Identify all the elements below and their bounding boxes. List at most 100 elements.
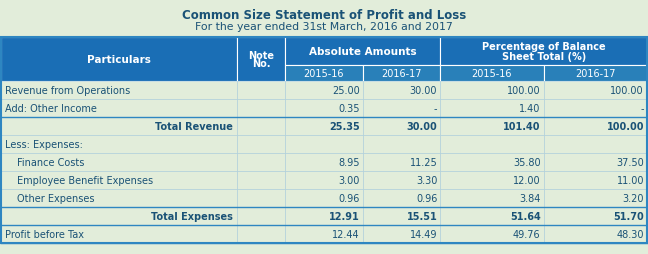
Bar	[1, 135, 237, 153]
Bar	[544, 153, 647, 171]
Text: Absolute Amounts: Absolute Amounts	[309, 47, 417, 57]
Text: For the year ended 31st March, 2016 and 2017: For the year ended 31st March, 2016 and …	[195, 22, 453, 32]
Bar	[544, 100, 647, 118]
Text: Revenue from Operations: Revenue from Operations	[5, 86, 130, 96]
Text: 3.30: 3.30	[416, 175, 437, 185]
Text: 0.35: 0.35	[338, 104, 360, 114]
Text: Less: Expenses:: Less: Expenses:	[5, 139, 83, 149]
Bar	[1, 100, 237, 118]
Text: 30.00: 30.00	[406, 121, 437, 132]
Bar	[237, 207, 285, 225]
Text: 0.96: 0.96	[338, 193, 360, 203]
Text: 11.00: 11.00	[616, 175, 644, 185]
Text: 3.00: 3.00	[338, 175, 360, 185]
Bar	[237, 189, 285, 207]
Bar	[285, 135, 363, 153]
Bar	[285, 189, 363, 207]
Text: 12.91: 12.91	[329, 211, 360, 221]
Text: Add: Other Income: Add: Other Income	[5, 104, 97, 114]
Text: 100.00: 100.00	[607, 121, 644, 132]
Bar	[440, 118, 544, 135]
Bar	[440, 38, 647, 66]
Bar	[237, 82, 285, 100]
Bar	[363, 100, 440, 118]
Bar	[237, 153, 285, 171]
Text: 51.70: 51.70	[613, 211, 644, 221]
Text: Note: Note	[248, 51, 274, 61]
Text: Other Expenses: Other Expenses	[17, 193, 95, 203]
Bar	[363, 82, 440, 100]
Bar	[544, 225, 647, 243]
Text: 15.51: 15.51	[406, 211, 437, 221]
Bar	[440, 153, 544, 171]
Bar	[440, 82, 544, 100]
Bar	[237, 225, 285, 243]
Bar	[363, 118, 440, 135]
Bar	[1, 207, 237, 225]
Bar	[1, 171, 237, 189]
Bar	[440, 225, 544, 243]
Text: 8.95: 8.95	[338, 157, 360, 167]
Text: Finance Costs: Finance Costs	[17, 157, 84, 167]
Bar	[363, 135, 440, 153]
Bar	[1, 225, 237, 243]
Text: 100.00: 100.00	[507, 86, 540, 96]
Bar	[544, 207, 647, 225]
Bar	[440, 189, 544, 207]
Bar	[363, 189, 440, 207]
Text: 48.30: 48.30	[616, 229, 644, 239]
Bar	[285, 38, 440, 66]
Bar	[237, 118, 285, 135]
Text: 30.00: 30.00	[410, 86, 437, 96]
Text: -: -	[434, 104, 437, 114]
Bar	[363, 171, 440, 189]
Text: Total Revenue: Total Revenue	[155, 121, 233, 132]
Text: Percentage of Balance: Percentage of Balance	[482, 42, 605, 52]
Text: Total Expenses: Total Expenses	[151, 211, 233, 221]
Text: 0.96: 0.96	[416, 193, 437, 203]
Text: 51.64: 51.64	[510, 211, 540, 221]
Text: 3.20: 3.20	[623, 193, 644, 203]
Text: 3.84: 3.84	[519, 193, 540, 203]
Bar	[440, 171, 544, 189]
Text: 11.25: 11.25	[410, 157, 437, 167]
Bar	[285, 82, 363, 100]
Bar	[1, 118, 237, 135]
Bar	[237, 171, 285, 189]
Bar	[285, 100, 363, 118]
Bar	[1, 38, 237, 82]
Bar	[363, 66, 440, 82]
Bar	[544, 135, 647, 153]
Text: 2015-16: 2015-16	[304, 69, 344, 79]
Text: 2015-16: 2015-16	[472, 69, 512, 79]
Bar	[285, 118, 363, 135]
Bar	[285, 225, 363, 243]
Text: Employee Benefit Expenses: Employee Benefit Expenses	[17, 175, 153, 185]
Text: 37.50: 37.50	[616, 157, 644, 167]
Text: 2016-17: 2016-17	[381, 69, 422, 79]
Text: Particulars: Particulars	[87, 55, 151, 65]
Bar	[285, 171, 363, 189]
Text: -: -	[640, 104, 644, 114]
Bar	[440, 207, 544, 225]
Bar	[1, 189, 237, 207]
Bar	[440, 135, 544, 153]
Bar	[1, 38, 647, 243]
Bar	[363, 225, 440, 243]
Bar	[544, 171, 647, 189]
Bar	[363, 153, 440, 171]
Bar	[440, 66, 544, 82]
Text: Profit before Tax: Profit before Tax	[5, 229, 84, 239]
Bar	[237, 135, 285, 153]
Bar	[544, 189, 647, 207]
Bar	[1, 82, 237, 100]
Bar	[363, 207, 440, 225]
Text: Sheet Total (%): Sheet Total (%)	[502, 52, 586, 62]
Bar	[285, 153, 363, 171]
Bar	[285, 207, 363, 225]
Text: 12.44: 12.44	[332, 229, 360, 239]
Text: 35.80: 35.80	[513, 157, 540, 167]
Bar	[440, 100, 544, 118]
Text: No.: No.	[252, 59, 270, 69]
Text: Common Size Statement of Profit and Loss: Common Size Statement of Profit and Loss	[182, 9, 466, 22]
